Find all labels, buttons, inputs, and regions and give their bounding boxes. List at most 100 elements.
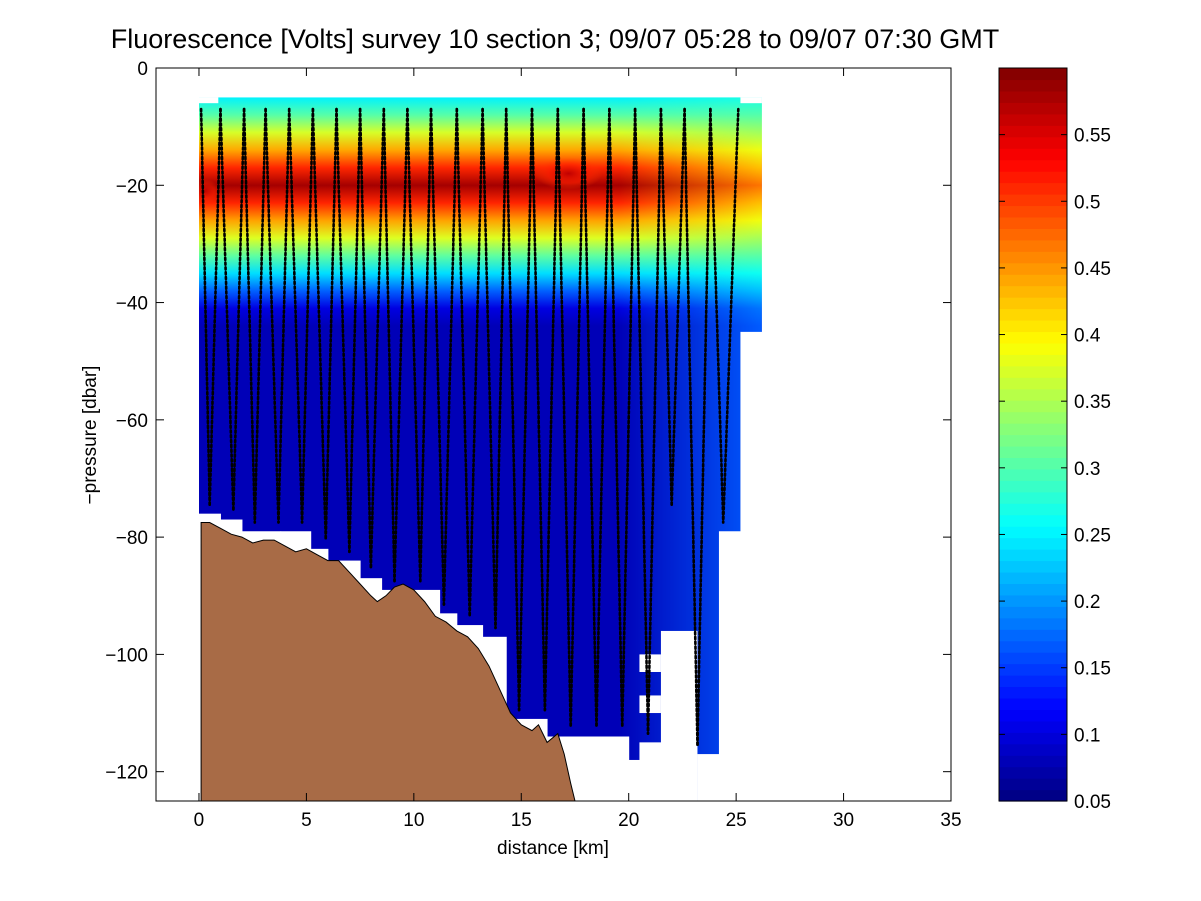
- y-axis-label: −pressure [dbar]: [80, 366, 101, 505]
- colorbar-band: [999, 468, 1067, 481]
- glider-profile: [208, 107, 222, 507]
- y-tick-label: −20: [116, 176, 148, 197]
- glider-profile: [569, 107, 585, 729]
- glider-profile: [348, 107, 362, 554]
- colorbar-band: [999, 297, 1067, 310]
- axes-frame: [155, 67, 952, 802]
- colorbar-tick-label: 0.4: [1074, 326, 1101, 347]
- x-tick-label: 10: [403, 810, 424, 831]
- mask-surface-left: [198, 97, 219, 104]
- mask-hole: [639, 695, 661, 714]
- colorbar-band: [999, 743, 1067, 756]
- colorbar-band: [999, 789, 1067, 802]
- colorbar-band: [999, 90, 1067, 103]
- colorbar-band: [999, 549, 1067, 562]
- glider-profile: [696, 107, 712, 747]
- colorbar-tick-label: 0.3: [1074, 459, 1100, 480]
- glider-profile: [504, 107, 521, 712]
- colorbar-band: [999, 182, 1067, 195]
- mask-bottom-step: [740, 331, 763, 801]
- colorbar-band: [999, 445, 1067, 459]
- colorbar-band: [999, 720, 1067, 733]
- colorbar-band: [999, 136, 1067, 149]
- mask-bottom-step: [718, 531, 741, 801]
- colorbar-band: [999, 606, 1067, 619]
- glider-profile: [369, 107, 386, 571]
- colorbar-band: [999, 560, 1067, 573]
- glider-profile: [358, 107, 373, 571]
- x-tick-label: 20: [618, 810, 639, 831]
- glider-profile: [670, 107, 686, 507]
- x-tick-label: 0: [194, 810, 205, 831]
- x-tick-label: 5: [301, 810, 312, 831]
- x-axis-label: distance [km]: [497, 838, 609, 859]
- glider-profile: [646, 107, 663, 735]
- seafloor: [200, 522, 576, 801]
- glider-profile: [406, 107, 422, 583]
- colorbar-band: [999, 68, 1067, 81]
- mask-surface: [156, 68, 951, 98]
- glider-profile: [659, 107, 673, 507]
- y-tick-label: 0: [137, 59, 148, 80]
- colorbar-band: [999, 732, 1067, 745]
- colorbar-band: [999, 537, 1067, 550]
- colorbar-tick-label: 0.35: [1074, 392, 1111, 413]
- colorbar-tick-label: 0.2: [1074, 592, 1100, 613]
- colorbar-band: [999, 594, 1067, 607]
- glider-profile: [419, 107, 433, 583]
- x-tick-label: 30: [833, 810, 854, 831]
- colorbar-tick-label: 0.25: [1074, 525, 1111, 546]
- colorbar-band: [999, 617, 1067, 630]
- mask-bottom-step: [697, 754, 720, 801]
- colorbar-ticks: 0.05 0.1 0.15 0.2 0.25 0.3 0.35 0.4 0.45 0.5 0.55: [999, 126, 1111, 813]
- glider-profile: [543, 107, 560, 712]
- glider-profile: [595, 107, 611, 729]
- glider-profile: [335, 107, 351, 554]
- glider-profile: [429, 107, 446, 606]
- mask-right: [761, 68, 951, 801]
- colorbar-band: [999, 675, 1067, 688]
- colorbar-band: [999, 365, 1067, 378]
- colorbar-band: [999, 480, 1067, 493]
- colorbar-band: [999, 319, 1067, 333]
- colorbar-band: [999, 125, 1067, 138]
- bathymetry: [200, 522, 576, 801]
- colorbar-tick-label: 0.15: [1074, 659, 1111, 680]
- colorbar-band: [999, 331, 1067, 344]
- glider-profile: [494, 107, 508, 630]
- mask-bottom-step: [628, 759, 640, 801]
- glider-profile: [242, 107, 257, 524]
- colorbar-band: [999, 503, 1067, 516]
- colorbar-band: [999, 159, 1067, 172]
- colorbar-band: [999, 171, 1067, 184]
- glider-profile: [455, 107, 471, 618]
- colorbar-tick-label: 0.5: [1074, 192, 1100, 213]
- colorbar-tick-label: 0.1: [1074, 725, 1100, 746]
- colorbar-band: [999, 491, 1067, 504]
- glider-profile: [219, 107, 235, 512]
- x-tick-label: 15: [511, 810, 532, 831]
- colorbar-bands: [999, 68, 1067, 802]
- colorbar-tick-label: 0.45: [1074, 259, 1111, 280]
- colorbar-band: [999, 228, 1067, 241]
- y-tick-label: −120: [105, 763, 148, 784]
- x-axis-ticks: 0 5 10 15 20 25 30 35: [194, 68, 962, 831]
- glider-profile: [393, 107, 409, 583]
- glider-profile: [530, 107, 547, 712]
- glider-profile: [481, 107, 497, 630]
- glider-profiles: [199, 107, 740, 747]
- y-tick-label: −40: [116, 294, 148, 315]
- glider-profile: [232, 107, 246, 512]
- colorbar-band: [999, 697, 1067, 710]
- glider-profile: [683, 107, 699, 747]
- colorbar-band: [999, 411, 1067, 424]
- colorbar-band: [999, 113, 1067, 126]
- colorbar-band: [999, 216, 1067, 229]
- colorbar-band: [999, 205, 1067, 218]
- glider-profile: [468, 107, 484, 618]
- colorbar-band: [999, 285, 1067, 298]
- colorbar-band: [999, 583, 1067, 596]
- colorbar-band: [999, 686, 1067, 699]
- colorbar-band: [999, 239, 1067, 252]
